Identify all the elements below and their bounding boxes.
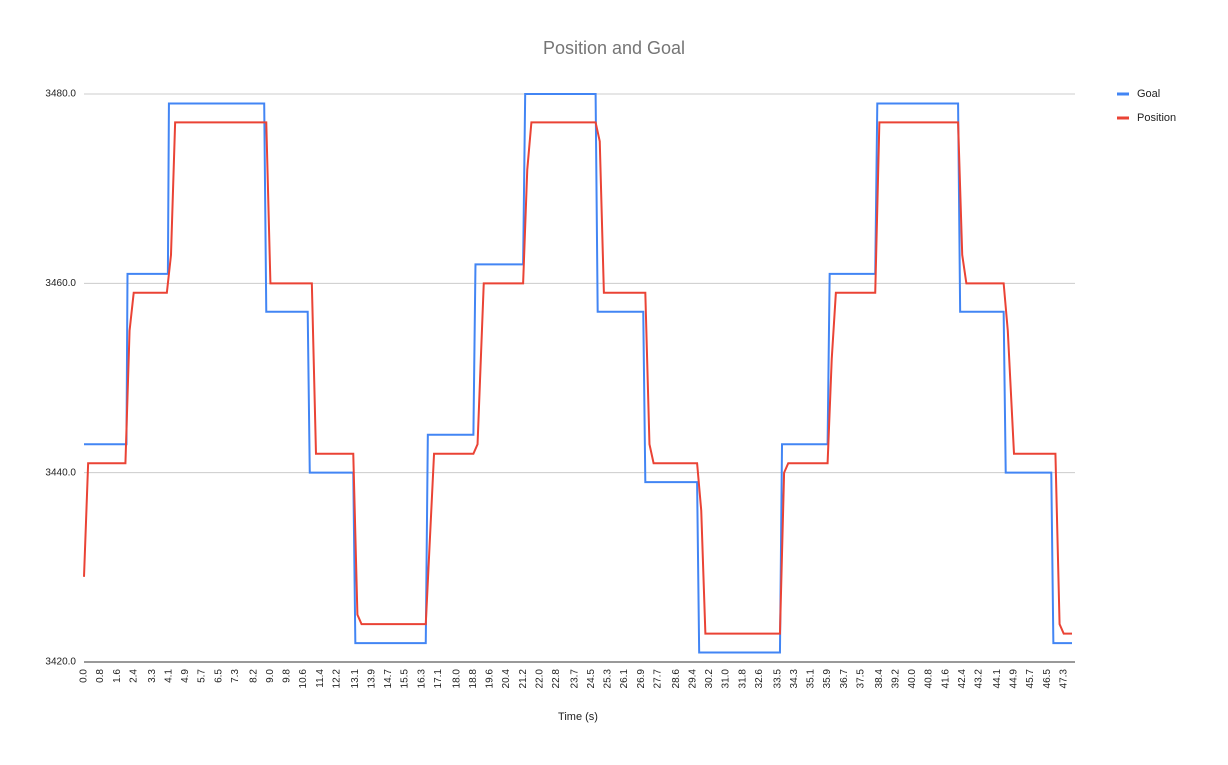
- x-tick-label: 44.9: [1009, 669, 1020, 689]
- x-tick-label: 43.2: [973, 669, 984, 689]
- y-tick-label: 3460.0: [45, 278, 76, 289]
- x-tick-label: 42.4: [957, 669, 968, 689]
- x-tick-label: 4.9: [180, 669, 191, 683]
- x-tick-label: 0.0: [79, 669, 90, 683]
- x-tick-label: 47.3: [1058, 669, 1069, 689]
- line-series: [83, 121, 1072, 635]
- x-axis-title: Time (s): [558, 711, 598, 723]
- x-tick-label: 39.2: [891, 669, 902, 689]
- x-tick-label: 9.8: [282, 669, 293, 683]
- x-tick-label: 10.6: [298, 669, 309, 689]
- y-tick-label: 3480.0: [45, 89, 76, 100]
- x-tick-label: 4.1: [164, 669, 175, 683]
- x-tick-label: 40.0: [907, 669, 918, 689]
- x-tick-label: 31.8: [737, 669, 748, 689]
- x-tick-label: 35.9: [822, 669, 833, 689]
- x-tick-label: 13.9: [367, 669, 378, 689]
- x-tick-label: 45.7: [1025, 669, 1036, 689]
- x-tick-label: 7.3: [230, 669, 241, 683]
- x-tick-label: 26.1: [619, 669, 630, 689]
- x-tick-label: 1.6: [112, 669, 123, 683]
- x-tick-label: 38.4: [874, 669, 885, 689]
- x-tick-label: 29.4: [688, 669, 699, 689]
- x-tick-label: 22.0: [534, 669, 545, 689]
- x-tick-label: 21.2: [518, 669, 529, 689]
- x-tick-label: 28.6: [671, 669, 682, 689]
- x-tick-label: 33.5: [773, 669, 784, 689]
- x-tick-label: 22.8: [551, 669, 562, 689]
- y-tick-label: 3420.0: [45, 657, 76, 668]
- x-tick-label: 3.3: [147, 669, 158, 683]
- x-tick-label: 25.3: [603, 669, 614, 689]
- x-tick-label: 23.7: [570, 669, 581, 689]
- x-tick-label: 27.7: [652, 669, 663, 689]
- x-tick-label: 36.7: [839, 669, 850, 689]
- x-tick-label: 35.1: [806, 669, 817, 689]
- x-tick-label: 0.8: [95, 669, 106, 683]
- x-tick-label: 2.4: [128, 669, 139, 683]
- legend-label: Position: [1137, 112, 1176, 124]
- legend-label: Goal: [1137, 88, 1160, 100]
- x-tick-label: 11.4: [315, 669, 326, 688]
- x-tick-label: 20.4: [501, 669, 512, 689]
- x-tick-label: 14.7: [383, 669, 394, 689]
- x-tick-label: 40.8: [924, 669, 935, 689]
- chart-title: Position and Goal: [543, 38, 685, 58]
- x-tick-label: 30.2: [704, 669, 715, 689]
- x-tick-label: 37.5: [855, 669, 866, 689]
- x-tick-label: 26.9: [636, 669, 647, 689]
- x-tick-label: 5.7: [197, 669, 208, 683]
- x-tick-label: 17.1: [433, 669, 444, 689]
- x-tick-label: 16.3: [416, 669, 427, 689]
- x-tick-label: 41.6: [940, 669, 951, 689]
- x-tick-label: 31.0: [721, 669, 732, 689]
- x-tick-label: 13.1: [350, 669, 361, 689]
- x-tick-label: 44.1: [992, 669, 1003, 689]
- x-tick-label: 8.2: [248, 669, 259, 683]
- x-tick-label: 18.0: [451, 669, 462, 689]
- x-tick-label: 34.3: [789, 669, 800, 689]
- x-tick-label: 12.2: [331, 669, 342, 689]
- x-tick-label: 32.6: [754, 669, 765, 689]
- x-tick-label: 18.8: [468, 669, 479, 689]
- x-tick-label: 6.5: [213, 669, 224, 683]
- x-tick-label: 15.5: [400, 669, 411, 689]
- x-tick-label: 19.6: [485, 669, 496, 689]
- x-tick-label: 46.5: [1042, 669, 1053, 689]
- y-tick-label: 3440.0: [45, 467, 76, 478]
- x-tick-label: 9.0: [265, 669, 276, 683]
- x-tick-label: 24.5: [586, 669, 597, 689]
